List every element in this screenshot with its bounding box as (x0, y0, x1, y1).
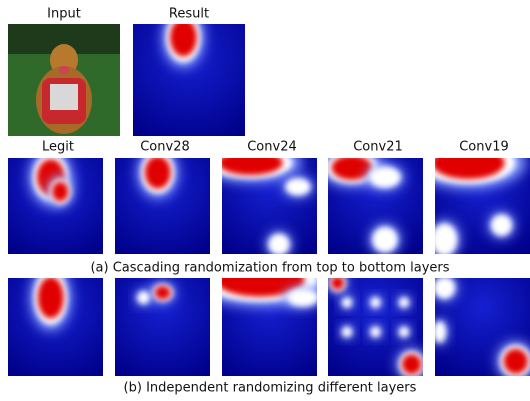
heatmap (199, 143, 317, 257)
column-label: Conv21 (353, 140, 403, 155)
heat-red (402, 354, 421, 374)
column-label: Conv19 (459, 140, 509, 155)
heat-red (154, 286, 170, 299)
heat-white (369, 167, 400, 188)
heatmap (320, 148, 423, 255)
panel-label: Result (169, 7, 209, 22)
heat-white (287, 289, 318, 306)
heat-red (170, 18, 197, 56)
heat-white (370, 297, 380, 308)
caption: (a) Cascading randomization from top to … (90, 261, 449, 276)
caption: (b) Independent randomizing different la… (124, 381, 417, 396)
heat-white (342, 297, 352, 308)
heatmap (8, 149, 103, 254)
heatmap (411, 137, 530, 259)
heat-white (491, 215, 512, 236)
heat-white (137, 291, 150, 304)
panel-label: Input (47, 7, 81, 22)
heat-red (38, 277, 64, 319)
column-label: Conv24 (247, 140, 297, 155)
heatmap (115, 278, 210, 376)
figure-canvas: Input Result Legit Conv28 Conv24 Conv21 … (0, 0, 530, 401)
heat-red (331, 276, 344, 289)
heatmap (327, 272, 427, 380)
heat-white (342, 327, 352, 338)
figure: Input Result Legit Conv28 Conv24 Conv21 … (0, 0, 530, 401)
heatmap (8, 265, 103, 376)
heat-white (399, 327, 409, 338)
heat-white (269, 234, 290, 255)
column-label: Conv28 (140, 140, 190, 155)
heat-white (372, 227, 397, 252)
heat-white (432, 224, 457, 256)
heat-white (433, 321, 446, 343)
input-photo (8, 24, 120, 136)
heat-red (504, 349, 528, 374)
heat-red (145, 156, 171, 189)
heatmap (133, 7, 245, 136)
heat-white (399, 297, 409, 308)
heatmap (115, 146, 210, 254)
heat-white (434, 277, 455, 299)
heat-white (370, 327, 380, 338)
column-label: Legit (42, 140, 74, 155)
heat-red (52, 182, 68, 202)
heatmap (432, 275, 530, 382)
heat-white (285, 178, 310, 195)
